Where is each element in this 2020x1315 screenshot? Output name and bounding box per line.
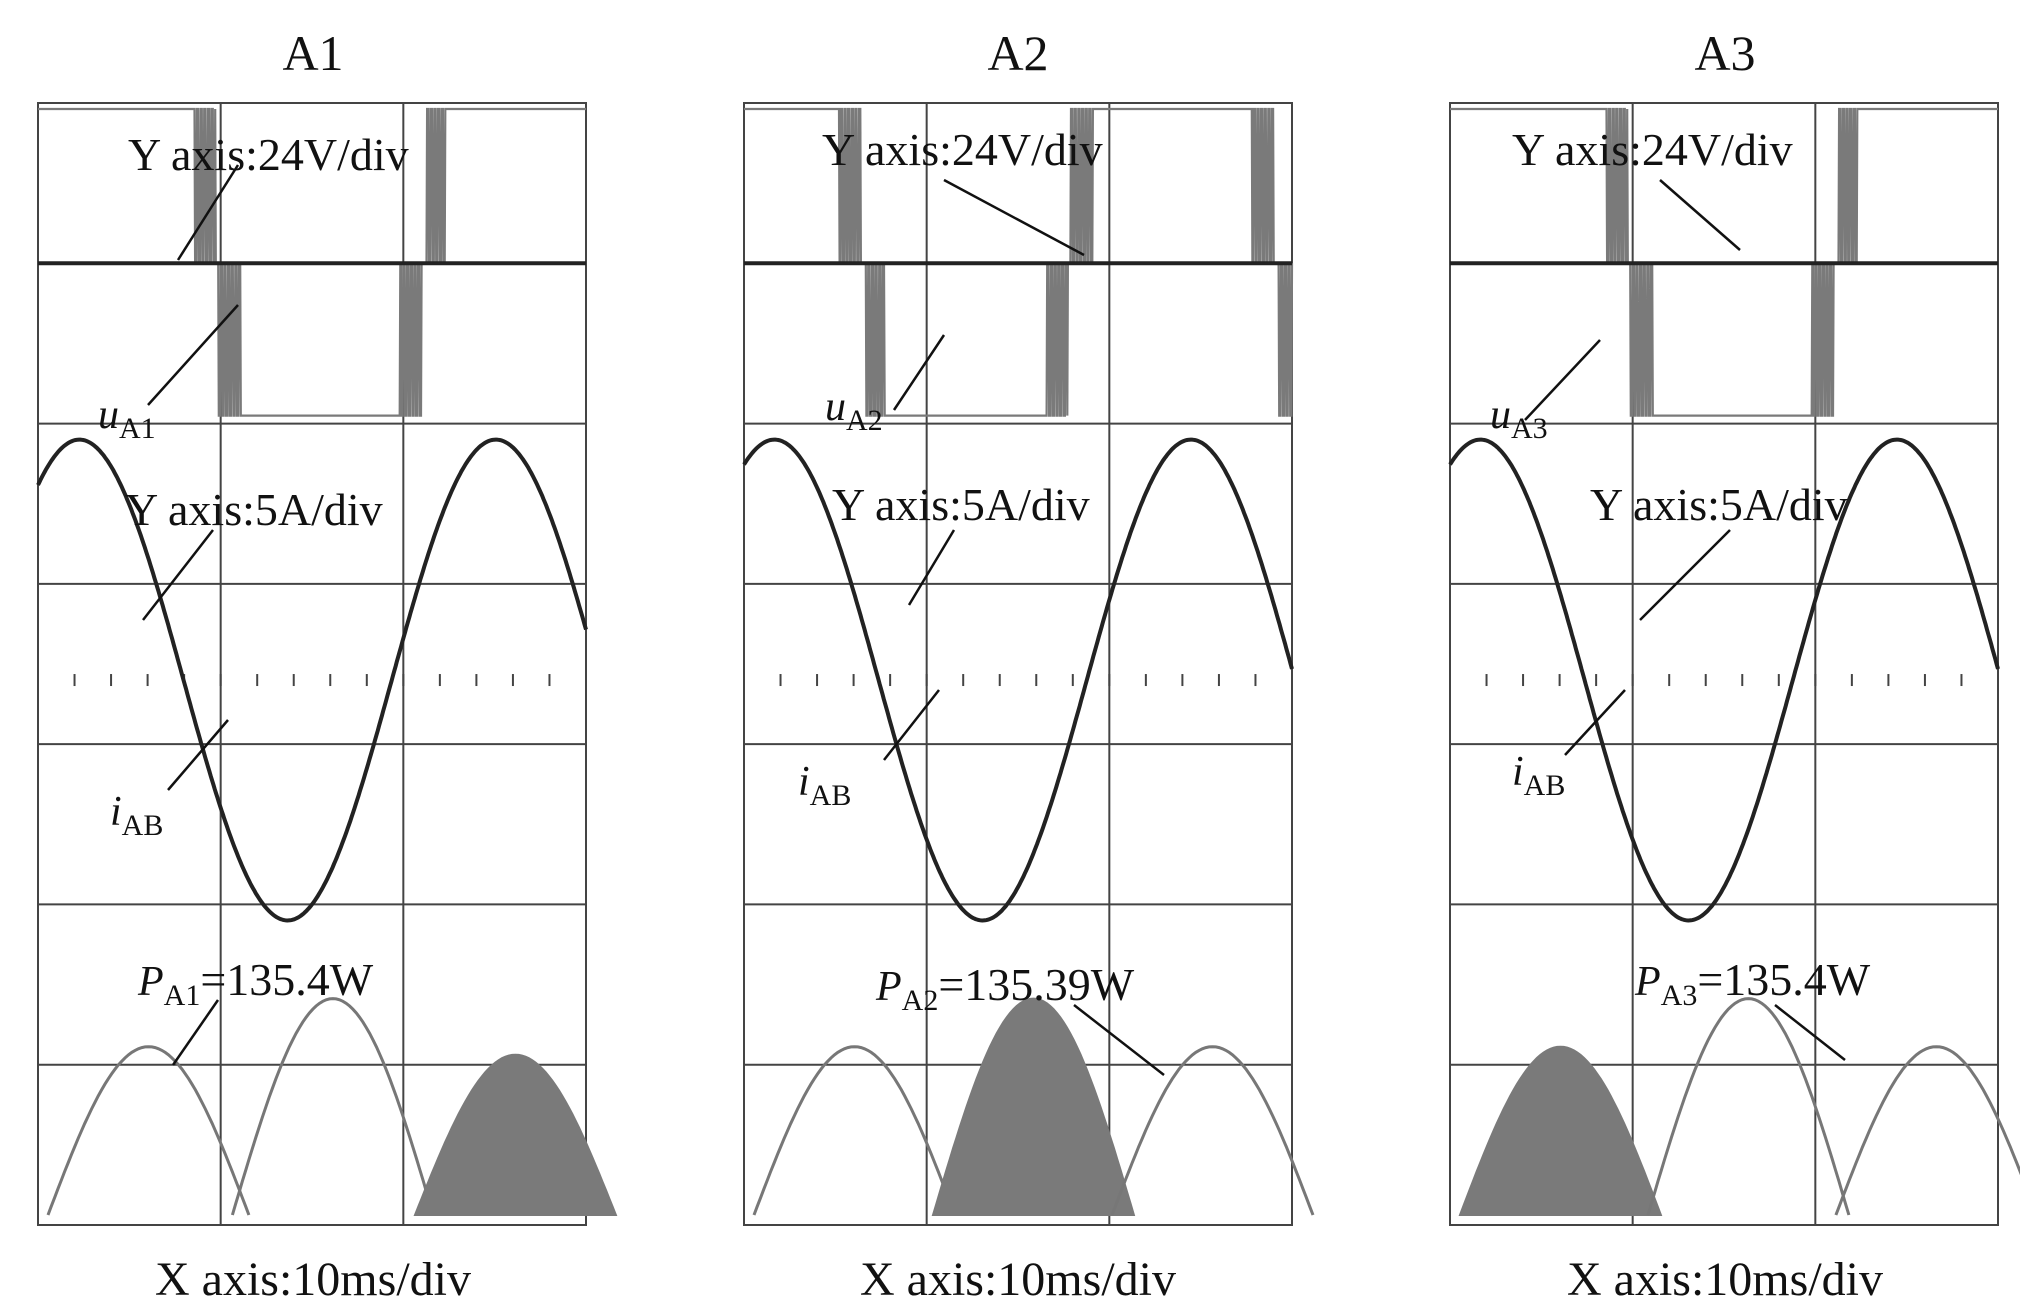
- x-axis-label: X axis:10ms/div: [1567, 1253, 1883, 1306]
- voltage-series-label: uA2: [825, 384, 883, 437]
- leader-line: [907, 529, 956, 606]
- power-lobe-hatched: [413, 1053, 618, 1216]
- annotation-leaders: [883, 178, 1165, 1076]
- power-lobe: [752, 1045, 957, 1216]
- voltage-series-label: uA3: [1490, 392, 1548, 445]
- voltage-series-label: uA1: [98, 392, 156, 445]
- panel-a2: A2 Y axis:24V/div uA2 Y axis:5A/div iAB …: [742, 25, 1315, 1306]
- power-lobe: [230, 997, 435, 1216]
- voltage-scale-label: Y axis:24V/div: [128, 129, 409, 180]
- leader-line: [176, 164, 240, 261]
- voltage-scale-label: Y axis:24V/div: [1512, 124, 1793, 175]
- leader-line: [1524, 339, 1601, 421]
- power-value-label: PA3=135.4W: [1634, 954, 1871, 1012]
- leader-line: [1073, 1004, 1165, 1076]
- x-axis-label: X axis:10ms/div: [860, 1253, 1176, 1306]
- leader-line: [883, 689, 940, 761]
- annotation-leaders: [142, 164, 240, 1066]
- current-scale-label: Y axis:5A/div: [125, 484, 383, 535]
- leader-line: [142, 529, 214, 621]
- panel-a3: A3 Y axis:24V/div uA3 Y axis:5A/div iAB …: [1448, 25, 2020, 1306]
- plot-traces: [742, 107, 1315, 1216]
- power-lobe: [1834, 1045, 2020, 1216]
- plot-traces: [36, 107, 618, 1216]
- leader-line: [167, 719, 229, 791]
- leader-line: [1774, 1004, 1846, 1061]
- current-scale-label: Y axis:5A/div: [832, 479, 1090, 530]
- voltage-trace: [1450, 107, 1998, 417]
- power-lobe: [1110, 1045, 1315, 1216]
- current-trace: [742, 437, 1294, 923]
- voltage-scale-label: Y axis:24V/div: [822, 124, 1103, 175]
- current-trace: [1448, 437, 2000, 923]
- leader-line: [1639, 529, 1731, 621]
- leader-line: [1564, 689, 1626, 756]
- leader-line: [147, 304, 239, 406]
- annotation-leaders: [1524, 179, 1846, 1061]
- current-trace: [36, 437, 588, 923]
- voltage-trace: [744, 107, 1294, 417]
- panel-a1: A1 Y axis:24V/div uA1 Y axis:5A/div iAB …: [36, 25, 618, 1306]
- voltage-trace: [38, 107, 586, 417]
- leader-line: [943, 178, 1085, 257]
- x-axis-label: X axis:10ms/div: [155, 1253, 471, 1306]
- plot-frame: [37, 102, 587, 1226]
- panel-title: A2: [987, 25, 1048, 81]
- power-lobe: [46, 1045, 251, 1216]
- current-series-label: iAB: [1512, 749, 1565, 802]
- plot-traces: [1448, 107, 2020, 1216]
- leader-line: [892, 334, 946, 411]
- power-value-label: PA2=135.39W: [875, 959, 1135, 1017]
- power-lobe-hatched: [1458, 1045, 1663, 1216]
- leader-line: [171, 999, 220, 1066]
- current-series-label: iAB: [110, 789, 163, 842]
- current-series-label: iAB: [798, 759, 851, 812]
- power-value-label: PA1=135.4W: [137, 954, 374, 1012]
- panel-title: A1: [282, 25, 343, 81]
- leader-line: [1659, 179, 1741, 251]
- power-lobe-hatched: [931, 997, 1136, 1216]
- power-lobe: [1646, 997, 1851, 1216]
- current-scale-label: Y axis:5A/div: [1590, 479, 1848, 530]
- panel-title: A3: [1694, 25, 1755, 81]
